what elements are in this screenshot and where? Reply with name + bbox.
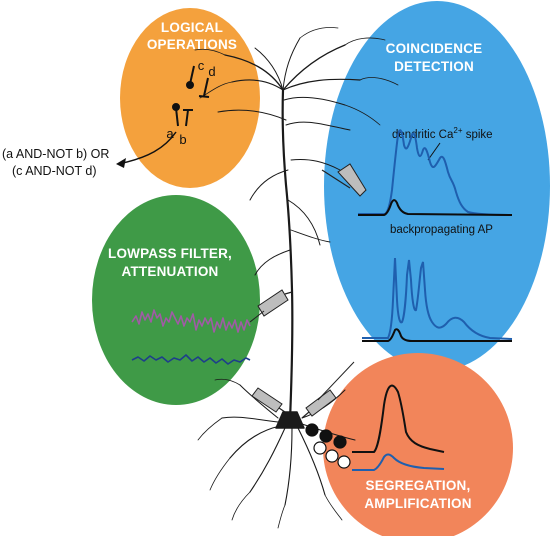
logic-expression-line1: (a AND-NOT b) OR: [2, 147, 109, 161]
coincidence-detection-circle: [324, 1, 550, 371]
backprop-ap-trace: [358, 199, 513, 216]
leader-line: [317, 361, 355, 401]
logic-input-a: a: [166, 126, 174, 141]
dendritic-spike-trace: [358, 129, 513, 216]
logic-synapses: [172, 65, 210, 127]
neuron: [194, 27, 399, 529]
leader-line: [249, 310, 265, 323]
coincidence-title-line2: DETECTION: [394, 59, 474, 74]
lowpass-title-line1: LOWPASS FILTER,: [108, 246, 232, 261]
coincidence-title-line1: COINCIDENCE: [386, 41, 483, 56]
electrode-icon: [301, 389, 337, 419]
dendritic-spike-label: dendritic Ca2+ spike: [392, 126, 493, 141]
coincidence-blue-trace: [362, 257, 513, 340]
electrode-icon: [321, 163, 367, 197]
lowpass-purple-trace: [131, 309, 251, 333]
logical-title-line2: OPERATIONS: [147, 37, 237, 52]
segregation-title-line2: AMPLIFICATION: [364, 496, 471, 511]
coincidence-black-trace: [362, 328, 512, 342]
logic-input-d: d: [208, 64, 215, 79]
lowpass-navy-trace: [131, 354, 251, 365]
lowpass-filter-circle: [92, 195, 260, 405]
logic-input-c: c: [198, 58, 205, 73]
backprop-ap-label: backpropagating AP: [390, 224, 493, 236]
logic-input-b: b: [179, 132, 186, 147]
lowpass-title-line2: ATTENUATION: [122, 264, 219, 279]
arrow-icon: [116, 131, 177, 168]
segregation-blue-trace: [352, 453, 445, 471]
logical-title-line1: LOGICAL: [161, 20, 223, 35]
logical-operations-circle: [120, 8, 260, 188]
logic-expression-line2: (c AND-NOT d): [12, 164, 97, 178]
synapse-icon: [305, 423, 351, 469]
leader-line: [427, 142, 441, 161]
segregation-title-line1: SEGREGATION,: [366, 478, 471, 493]
electrode-icon: [251, 387, 286, 413]
segregation-black-trace: [352, 384, 445, 453]
